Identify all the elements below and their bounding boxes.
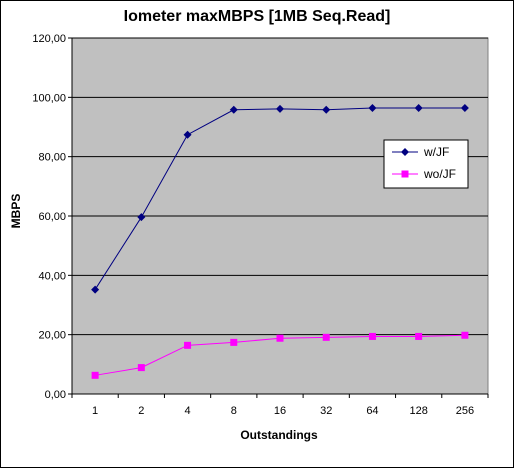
legend-box <box>383 139 469 189</box>
x-axis-label: Outstandings <box>240 428 318 442</box>
y-tick-label: 100,00 <box>32 92 66 104</box>
x-tick-label: 4 <box>184 405 190 417</box>
x-tick-label: 2 <box>138 405 144 417</box>
data-point <box>276 334 284 342</box>
data-point <box>322 105 331 114</box>
chart-title: Iometer maxMBPS [1MB Seq.Read] <box>123 8 391 25</box>
data-point <box>461 331 469 339</box>
data-point <box>460 104 469 113</box>
legend-label: wo/JF <box>423 167 456 181</box>
data-point <box>91 371 99 379</box>
data-point <box>322 333 330 341</box>
y-tick-label: 60,00 <box>38 211 66 223</box>
data-point <box>368 104 377 113</box>
legend-marker <box>401 148 409 156</box>
x-tick-label: 128 <box>409 405 427 417</box>
data-point <box>137 213 146 222</box>
data-point <box>184 341 192 349</box>
x-tick-label: 8 <box>231 405 237 417</box>
data-point <box>230 338 238 346</box>
data-point <box>415 332 423 340</box>
x-tick-label: 16 <box>274 405 286 417</box>
data-point <box>276 104 284 113</box>
y-tick-label: 40,00 <box>38 270 66 282</box>
data-point <box>414 104 423 113</box>
legend-marker <box>401 170 409 178</box>
data-point <box>137 364 145 372</box>
y-tick-label: 120,00 <box>32 33 66 45</box>
y-tick-label: 20,00 <box>38 330 66 342</box>
data-point <box>183 130 192 139</box>
data-point <box>91 285 100 294</box>
legend-label: w/JF <box>423 145 449 159</box>
data-point <box>368 332 376 340</box>
y-tick-label: 80,00 <box>38 152 66 164</box>
x-tick-label: 64 <box>366 405 378 417</box>
y-tick-label: 0,00 <box>45 389 66 401</box>
x-tick-label: 32 <box>320 405 332 417</box>
data-point <box>229 105 238 114</box>
x-tick-label: 256 <box>456 405 474 417</box>
x-tick-label: 1 <box>92 405 98 417</box>
